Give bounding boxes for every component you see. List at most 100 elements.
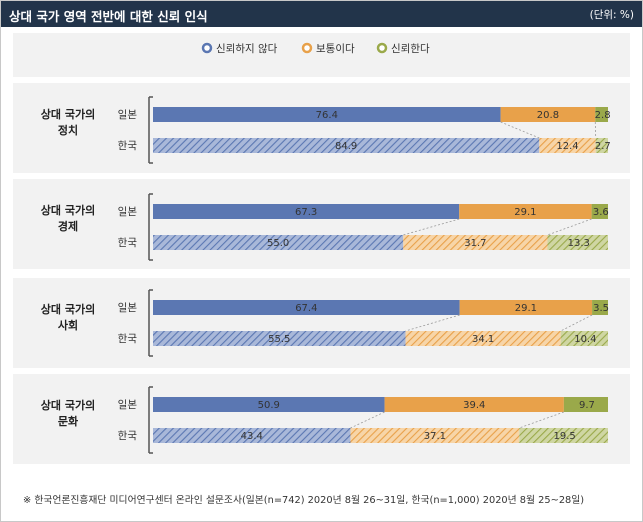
data-label: 67.3: [295, 207, 317, 218]
connector-line: [560, 314, 593, 332]
legend-band: [13, 33, 630, 77]
chart-header: 상대 국가 영역 전반에 대한 신뢰 인식 (단위: %): [1, 1, 642, 27]
data-label: 34.1: [472, 334, 494, 345]
bar-segment-0: [153, 397, 385, 412]
connector-line: [405, 314, 460, 332]
bar-row: 한국 55.0 31.7 13.3: [118, 235, 608, 250]
bar-segment-2: [595, 138, 608, 153]
bar-segment-1: [403, 235, 548, 250]
data-label: 67.4: [295, 303, 317, 314]
data-label: 29.1: [514, 207, 536, 218]
group-label-line: 상대 국가의: [41, 302, 95, 316]
unit-label: (단위: %): [589, 9, 634, 21]
data-label: 55.5: [268, 334, 290, 345]
legend-marker-0: [201, 42, 213, 54]
bar-segment-1: [459, 300, 593, 315]
data-label: 20.8: [537, 110, 559, 121]
background-bands: [13, 33, 630, 77]
group-label-line: 문화: [58, 414, 78, 428]
data-label: 3.6: [593, 207, 609, 218]
group-band: [13, 278, 630, 368]
row-label: 일본: [118, 301, 138, 314]
legend-label-2: 신뢰한다: [391, 43, 430, 55]
legend-label-0: 신뢰하지 않다: [216, 42, 278, 55]
group-band: [13, 83, 630, 173]
bar-segment-1: [459, 204, 592, 219]
data-label: 3.5: [593, 303, 609, 314]
group-label-line: 상대 국가의: [41, 203, 95, 217]
data-label: 29.1: [515, 303, 537, 314]
bar-segment-1: [350, 428, 520, 443]
data-label: 12.4: [556, 141, 578, 152]
bar-row: 한국 43.4 37.1 19.5: [118, 428, 608, 443]
bar-row: 한국 84.9 12.4 2.7: [118, 138, 611, 153]
bar-row: 일본 76.4 20.8 2.8: [118, 107, 611, 122]
data-label: 55.0: [267, 238, 289, 249]
bar-segment-1: [405, 331, 561, 346]
data-label: 39.4: [463, 400, 485, 411]
bar-segment-1: [384, 397, 564, 412]
bar-segment-0: [153, 235, 404, 250]
data-label: 50.9: [258, 400, 280, 411]
bar-segment-0: [153, 300, 460, 315]
data-label: 84.9: [335, 141, 357, 152]
connector-line: [500, 121, 540, 139]
legend: 신뢰하지 않다 보통이다 신뢰한다: [201, 42, 430, 55]
data-label: 9.7: [579, 400, 595, 411]
data-label: 13.3: [568, 238, 590, 249]
row-label: 한국: [118, 430, 138, 442]
bar-segment-0: [153, 331, 406, 346]
row-label: 한국: [118, 237, 138, 249]
data-label: 10.4: [574, 334, 596, 345]
group-label-line: 경제: [58, 219, 78, 233]
bar-segment-2: [563, 397, 608, 412]
data-label: 2.7: [595, 141, 611, 152]
row-label: 일본: [118, 205, 138, 218]
bar-row: 일본 67.3 29.1 3.6: [118, 204, 609, 219]
row-label: 일본: [118, 398, 138, 411]
bar-segment-0: [153, 138, 540, 153]
bar-segment-0: [153, 107, 501, 122]
bar-segment-2: [547, 235, 608, 250]
legend-label-1: 보통이다: [316, 43, 355, 55]
legend-marker-2: [376, 42, 388, 54]
group-label-line: 정치: [58, 123, 78, 137]
row-label: 일본: [118, 108, 138, 121]
legend-marker-1: [301, 42, 313, 54]
group-label-line: 상대 국가의: [41, 398, 95, 412]
bar-segment-0: [153, 204, 460, 219]
bar-segment-1: [539, 138, 596, 153]
bar-segment-2: [592, 300, 608, 315]
data-label: 19.5: [554, 431, 576, 442]
data-label: 76.4: [316, 110, 338, 121]
data-label: 43.4: [241, 431, 263, 442]
row-label: 한국: [118, 140, 138, 152]
bar-row: 일본 50.9 39.4 9.7: [118, 397, 608, 412]
group-label-line: 상대 국가의: [41, 107, 95, 121]
data-label: 37.1: [424, 431, 446, 442]
bar-segment-2: [591, 204, 608, 219]
bar-segment-2: [560, 331, 608, 346]
data-label: 2.8: [595, 110, 611, 121]
connector-line: [403, 218, 460, 236]
data-label: 31.7: [464, 238, 486, 249]
bar-segment-0: [153, 428, 351, 443]
bar-row: 한국 55.5 34.1 10.4: [118, 331, 608, 346]
group-band: [13, 374, 630, 464]
row-label: 한국: [118, 333, 138, 345]
footnote: ※ 한국언론진흥재단 미디어연구센터 온라인 설문조사(일본(n=742) 20…: [23, 495, 585, 506]
bar-segment-1: [500, 107, 596, 122]
chart-title: 상대 국가 영역 전반에 대한 신뢰 인식: [9, 9, 208, 24]
bar-segment-2: [595, 107, 608, 122]
bar-row: 일본 67.4 29.1 3.5: [118, 300, 609, 315]
group-label-line: 사회: [58, 318, 78, 332]
bar-segment-2: [519, 428, 608, 443]
group-band: [13, 179, 630, 269]
